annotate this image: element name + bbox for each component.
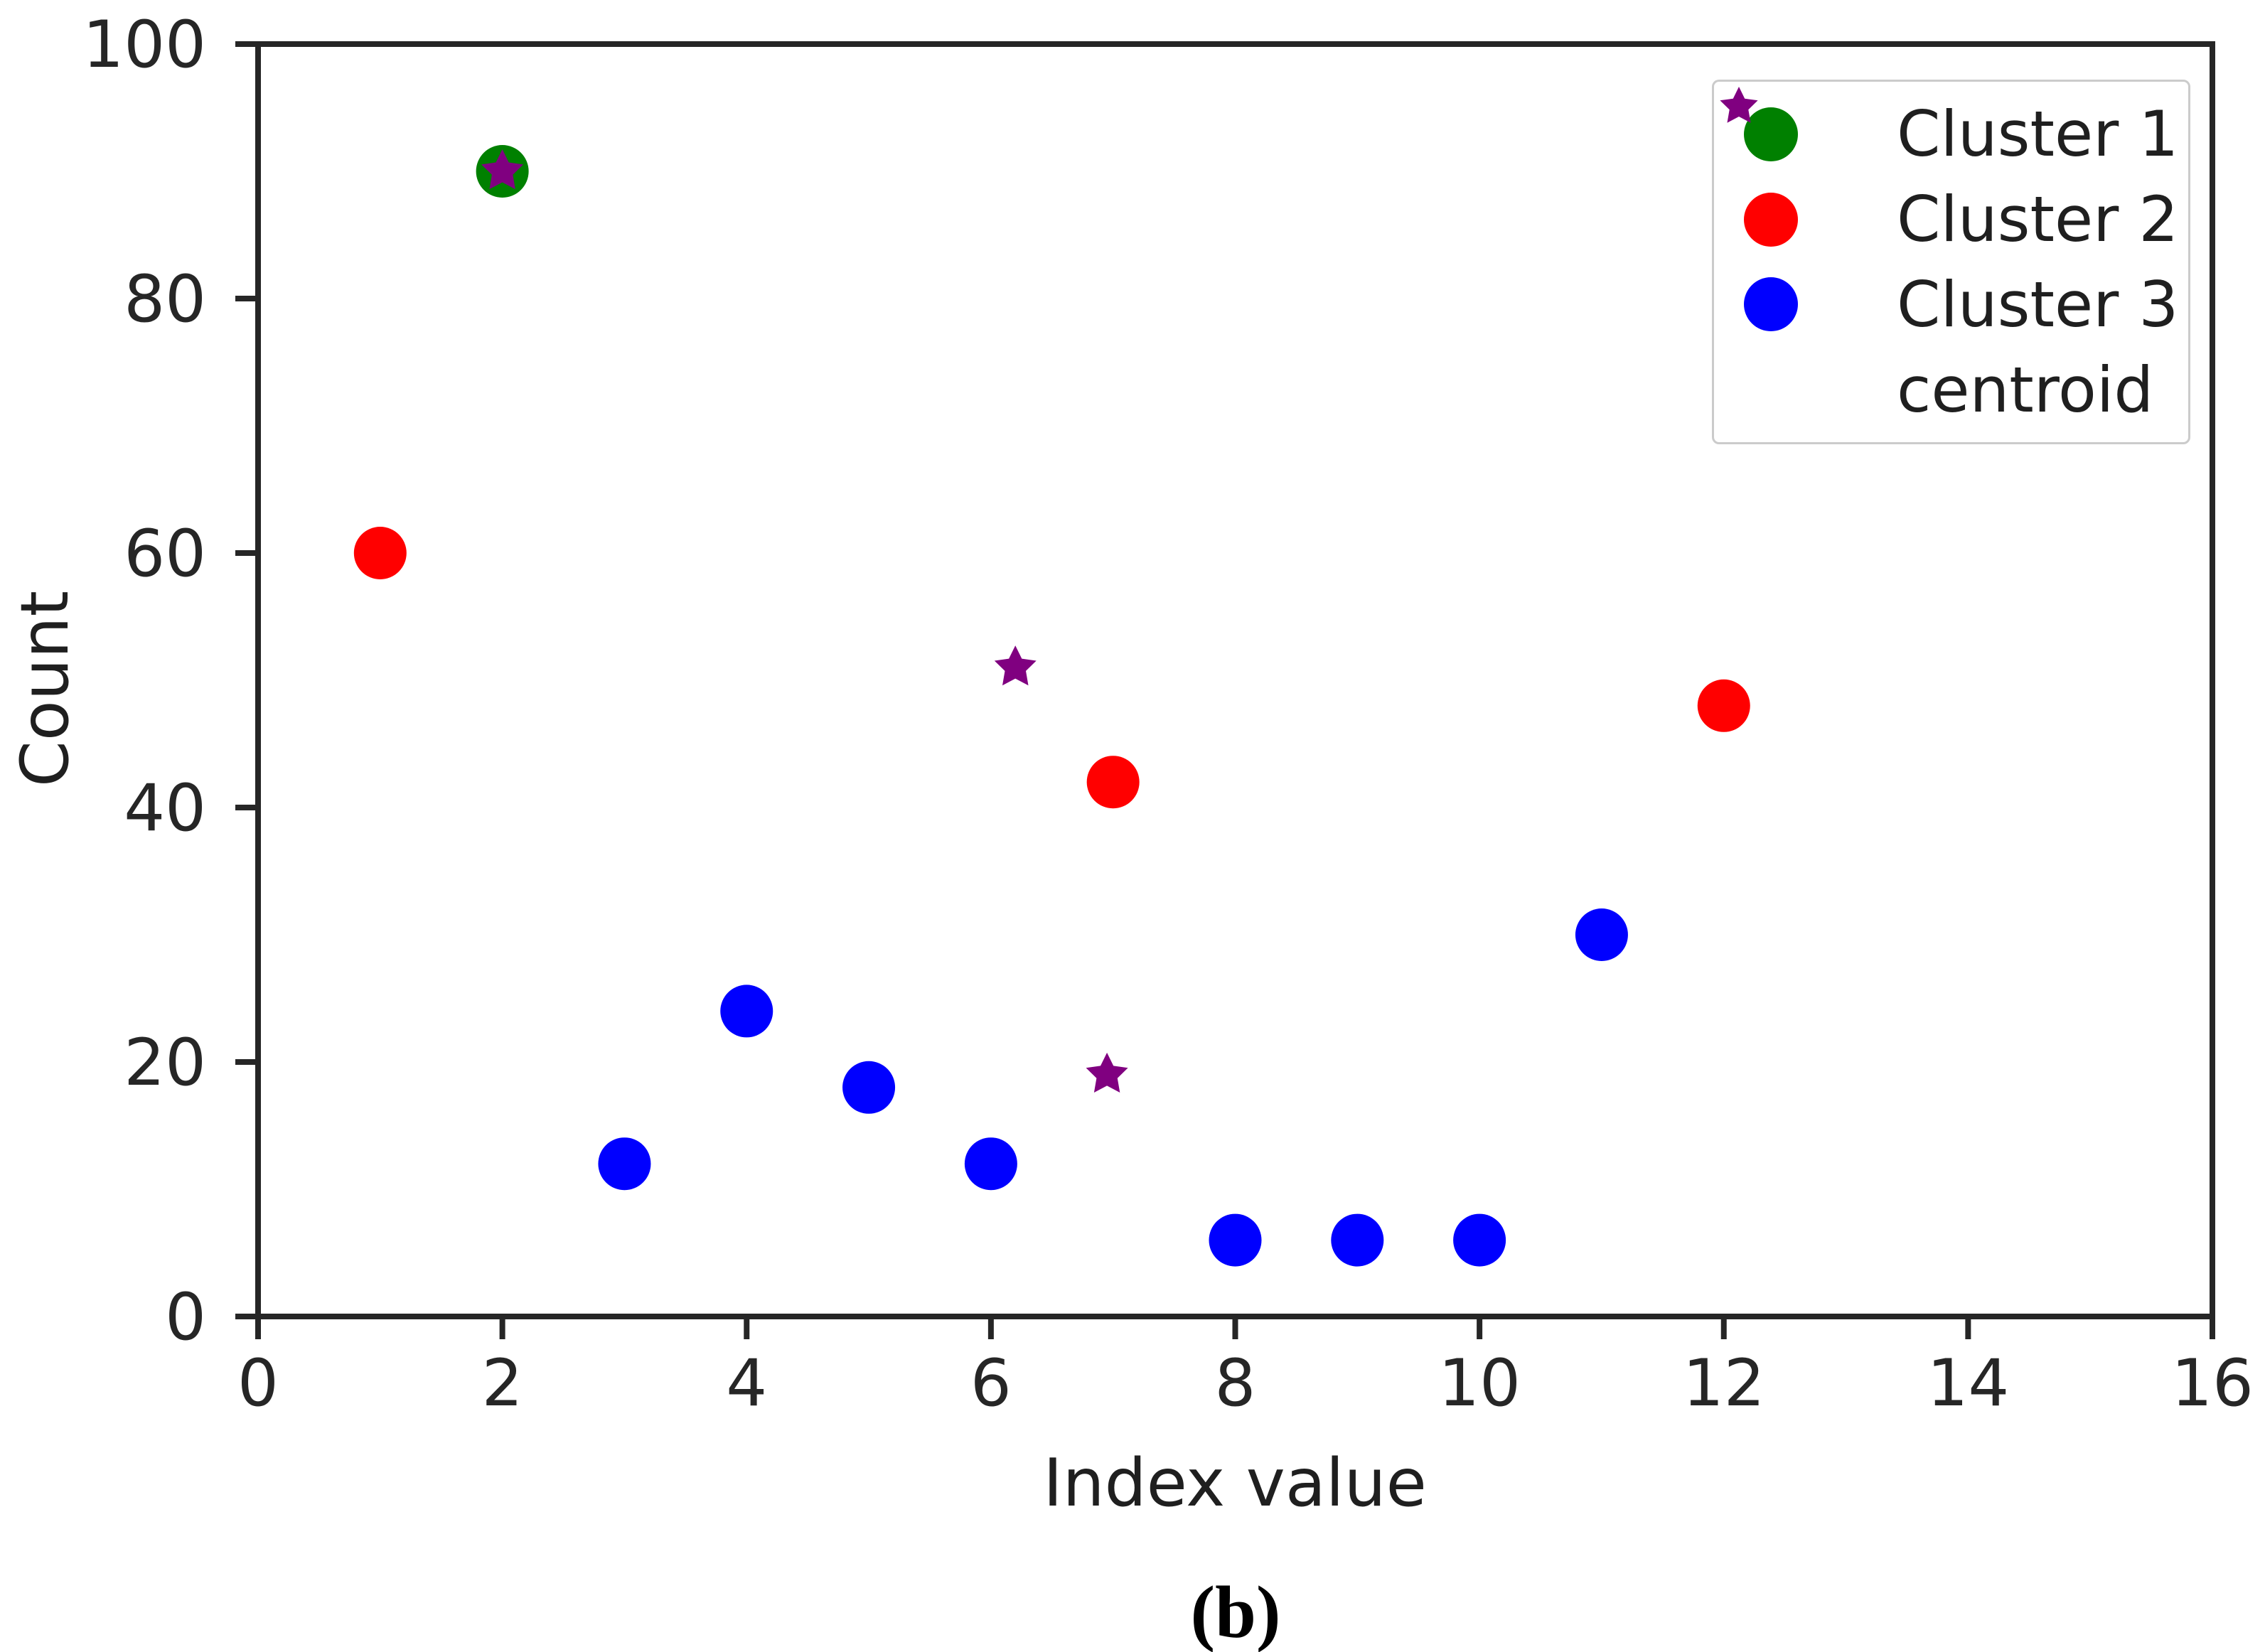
dot-icon [1714,192,1828,247]
legend-item-centroid: centroid [1714,87,2188,431]
x-tick-label: 12 [1683,1346,1765,1421]
legend: Cluster 1 Cluster 2 Cluster 3 centroid [1712,80,2190,444]
x-tick-label: 0 [237,1346,279,1421]
point-cluster-3 [598,1137,651,1191]
point-cluster-2 [353,527,407,579]
dot-icon [1744,192,1798,247]
y-axis-title: Count [6,590,83,788]
point-cluster-3 [720,985,773,1038]
y-tick-label: 20 [124,1026,206,1100]
legend-item-cluster-2: Cluster 2 [1714,178,2188,262]
y-tick-label: 80 [124,262,206,337]
dot-icon [1744,277,1798,332]
y-tick-label: 40 [124,771,206,846]
y-tick-label: 100 [82,8,206,82]
legend-item-cluster-1: Cluster 1 [1714,92,2188,176]
point-cluster-3 [842,1061,896,1114]
star-icon [1720,87,1758,123]
x-tick-label: 10 [1438,1346,1521,1421]
legend-label: Cluster 1 [1897,97,2179,171]
point-cluster-3 [1575,908,1628,961]
dot-icon [1714,277,1828,332]
point-cluster-3 [964,1137,1017,1191]
x-tick-label: 6 [970,1346,1012,1421]
x-tick-label: 16 [2171,1346,2254,1421]
legend-label: Cluster 2 [1897,183,2179,257]
point-cluster-3 [1331,1213,1384,1267]
point-cluster-2 [1086,756,1140,809]
point-centroid [1086,1052,1128,1093]
x-tick-label: 8 [1215,1346,1256,1421]
dot-icon [1744,107,1798,161]
legend-label: centroid [1897,353,2154,427]
legend-item-cluster-3: Cluster 3 [1714,262,2188,346]
point-cluster-3 [1453,1213,1506,1267]
x-tick-label: 2 [482,1346,523,1421]
y-tick-label: 0 [165,1280,206,1355]
point-centroid [994,645,1037,686]
legend-label: Cluster 3 [1897,267,2179,341]
x-tick-label: 4 [726,1346,767,1421]
x-tick-label: 14 [1927,1346,2009,1421]
y-tick-label: 60 [124,517,206,591]
point-centroid [481,149,524,190]
figure-caption: (b) [1190,1571,1281,1652]
dot-icon [1714,107,1828,161]
point-cluster-2 [1697,679,1750,732]
point-cluster-3 [1209,1213,1262,1267]
x-axis-title: Index value [1043,1444,1427,1521]
